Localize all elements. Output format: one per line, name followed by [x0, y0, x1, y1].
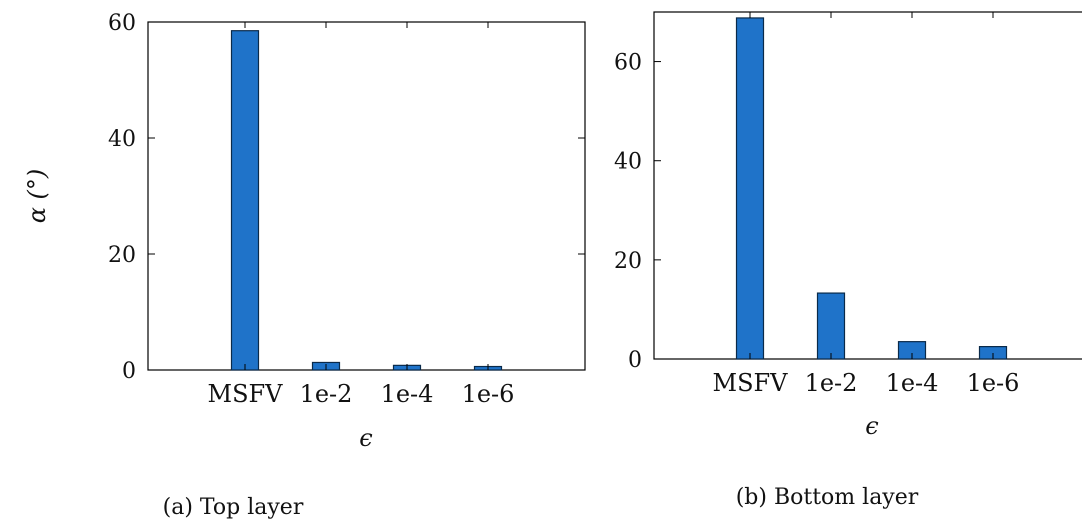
x-tick-label: 1e-4 [886, 369, 939, 397]
bar [816, 292, 846, 360]
plot-frame-top [147, 21, 586, 371]
plot-frame-bottom [653, 11, 1082, 360]
x-tick-label: 1e-4 [381, 380, 434, 408]
x-axis-label-bottom: ϵ [865, 412, 878, 440]
x-tick-label: 1e-6 [967, 369, 1020, 397]
y-tick-label: 20 [108, 243, 136, 268]
chart-top-layer: 0 20 40 60 MSFV 1e-2 1e-4 1e-6 α (°) ϵ (a) Top… [23, 11, 586, 520]
x-tick-labels-top: MSFV 1e-2 1e-4 1e-6 [208, 22, 515, 408]
bars-top [230, 30, 503, 371]
x-tick-label: 1e-6 [462, 380, 515, 408]
y-tick-label: 0 [122, 359, 136, 384]
y-tick-label: 60 [108, 11, 136, 36]
x-tick-label: 1e-2 [300, 380, 353, 408]
caption-top: (a) Top layer [163, 495, 304, 520]
x-tick-label: 1e-2 [805, 369, 858, 397]
x-tick-label: MSFV [713, 369, 789, 397]
chart-bottom-layer: 0 20 40 60 MSFV 1e-2 1e-4 1e-6 ϵ (b) Bottom la… [614, 11, 1082, 510]
x-axis-label-top: ϵ [359, 424, 372, 452]
y-tick-label: 20 [614, 249, 642, 274]
y-ticks-top: 0 20 40 60 [108, 11, 585, 384]
bar [230, 30, 260, 371]
x-tick-label: MSFV [208, 380, 284, 408]
y-ticks-bottom: 0 20 40 60 [614, 51, 661, 373]
bars-bottom [735, 17, 1008, 360]
y-axis-label-top: α (°) [23, 169, 51, 224]
x-tick-labels-bottom: MSFV 1e-2 1e-4 1e-6 [713, 12, 1020, 397]
y-tick-label: 60 [614, 51, 642, 76]
y-tick-label: 40 [108, 127, 136, 152]
y-tick-label: 0 [628, 348, 642, 373]
y-tick-label: 40 [614, 150, 642, 175]
caption-bottom: (b) Bottom layer [736, 485, 919, 510]
bar [735, 17, 765, 360]
